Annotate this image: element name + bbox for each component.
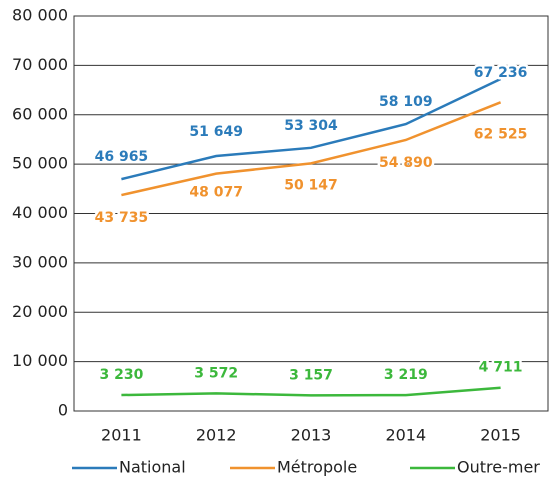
legend-label: Métropole [277, 458, 357, 477]
series-line [121, 77, 502, 181]
value-label: 62 525 [474, 126, 528, 142]
y-tick-label: 70 000 [12, 55, 68, 74]
value-label: 3 230 [99, 367, 143, 383]
value-label: 4 711 [479, 360, 523, 376]
value-label: 51 649 [189, 124, 243, 140]
value-label: 3 572 [194, 365, 238, 381]
y-tick-label: 60 000 [12, 104, 68, 123]
value-label: 48 077 [189, 185, 243, 201]
y-tick-label: 20 000 [12, 302, 68, 321]
x-tick-label: 2011 [101, 426, 142, 445]
series-line [121, 386, 501, 397]
value-label: 43 735 [95, 210, 149, 226]
x-tick-label: 2012 [196, 426, 237, 445]
value-label: 50 147 [284, 177, 338, 193]
y-tick-label: 0 [58, 401, 68, 420]
value-label: 53 304 [284, 118, 338, 134]
legend-label: Outre-mer [457, 458, 540, 477]
x-tick-label: 2014 [385, 426, 426, 445]
value-label: 58 109 [379, 94, 433, 110]
y-tick-label: 10 000 [12, 351, 68, 370]
x-tick-label: 2015 [480, 426, 521, 445]
y-tick-label: 80 000 [12, 6, 68, 25]
series-line [121, 101, 502, 197]
legend-label: National [119, 458, 186, 477]
value-label: 3 157 [289, 367, 333, 383]
y-tick-label: 40 000 [12, 203, 68, 222]
value-label: 46 965 [95, 149, 149, 165]
value-label: 3 219 [384, 367, 428, 383]
value-label: 67 236 [474, 65, 528, 81]
y-tick-label: 50 000 [12, 154, 68, 173]
y-tick-label: 30 000 [12, 252, 68, 271]
value-label: 54 890 [379, 155, 433, 171]
x-tick-label: 2013 [291, 426, 332, 445]
